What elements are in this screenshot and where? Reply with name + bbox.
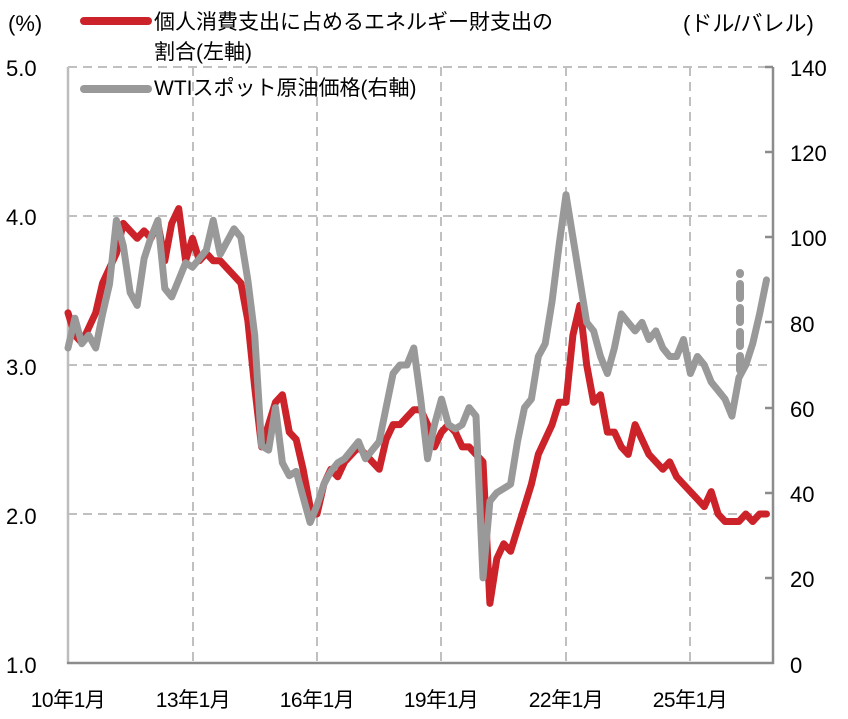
legend-swatch-gray [80, 85, 152, 93]
x-tick: 22年1月 [528, 689, 604, 712]
x-tick: 19年1月 [403, 689, 479, 712]
left-axis-unit-label: (%) [8, 11, 43, 36]
wti-price-line [64, 191, 770, 582]
right-y-tick: 20 [790, 567, 815, 592]
x-tick: 10年1月 [30, 689, 106, 712]
right-y-tick: 0 [790, 653, 803, 678]
legend-label-energy-share: 個人消費支出に占めるエネルギー財支出の 割合(左軸) [154, 8, 553, 68]
right-y-tick: 80 [790, 312, 815, 337]
axes [66, 65, 775, 665]
right-y-tick: 40 [790, 482, 815, 507]
right-y-tick: 100 [790, 226, 827, 251]
left-y-tick: 1.0 [6, 653, 37, 678]
right-axis-unit-label: (ドル/バレル) [683, 11, 814, 36]
x-tick: 13年1月 [155, 689, 231, 712]
legend-label-wti: WTIスポット原油価格(右軸) [154, 77, 417, 100]
legend-item-wti: WTIスポット原油価格(右軸) [80, 76, 416, 102]
x-tick: 25年1月 [652, 689, 728, 712]
legend-item-energy-share: 個人消費支出に占めるエネルギー財支出の 割合(左軸) [80, 8, 553, 68]
left-y-tick: 4.0 [6, 205, 37, 230]
energy-share-line [64, 205, 770, 607]
left-y-tick: 2.0 [6, 504, 37, 529]
x-tick: 16年1月 [279, 689, 355, 712]
right-y-tick: 120 [790, 141, 827, 166]
gridlines [68, 66, 773, 663]
left-y-tick: 3.0 [6, 355, 37, 380]
legend-swatch-red [80, 17, 152, 25]
left-y-tick: 5.0 [6, 56, 37, 81]
legend-text-line2: 割合(左軸) [154, 41, 252, 64]
legend-text-line1: 個人消費支出に占めるエネルギー財支出の [154, 11, 553, 34]
right-y-tick: 140 [790, 56, 827, 81]
right-y-tick: 60 [790, 397, 815, 422]
